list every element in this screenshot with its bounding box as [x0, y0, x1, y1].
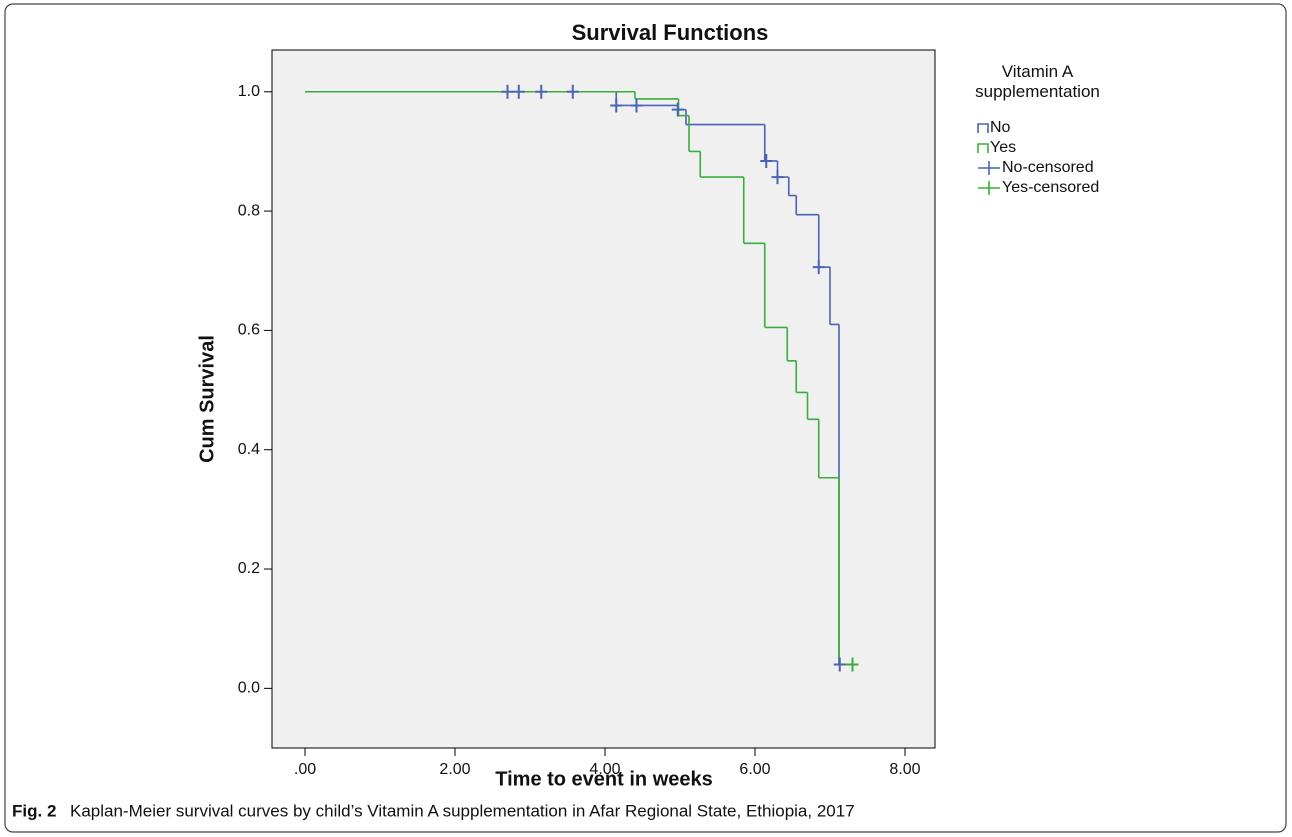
x-tick-label: 8.00 [889, 761, 920, 778]
y-tick-label: 0.6 [238, 322, 260, 339]
x-tick-label: 4.00 [589, 761, 620, 778]
censor-mark [760, 153, 773, 168]
censor-mark [671, 102, 684, 117]
legend-label: Yes [990, 139, 1016, 156]
censor-mark [535, 84, 548, 99]
censor-mark [501, 84, 514, 99]
legend-swatch [978, 181, 1000, 195]
chart-title: Survival Functions [572, 20, 769, 45]
x-tick-label: 6.00 [739, 761, 770, 778]
x-axis-title: Time to event in weeks [495, 768, 713, 790]
legend-label: Yes-censored [1002, 179, 1099, 196]
censor-mark [566, 84, 579, 99]
legend-label: No [990, 119, 1011, 136]
censor-mark [846, 657, 859, 672]
y-tick-label: 0.2 [238, 560, 260, 577]
plot-area [271, 49, 936, 749]
censor-mark [630, 98, 643, 113]
y-tick-label: 0.0 [238, 680, 260, 697]
y-axis-title: Cum Survival [196, 335, 218, 463]
caption-text: Kaplan-Meier survival curves by child’s … [70, 801, 855, 820]
censor-mark [610, 98, 623, 113]
y-tick-label: 0.8 [238, 202, 260, 219]
y-tick-label: 0.4 [238, 441, 260, 458]
censor-mark [771, 170, 784, 185]
legend-label: No-censored [1002, 159, 1094, 176]
censor-mark [812, 260, 825, 275]
x-tick-label: .00 [294, 761, 316, 778]
legend-swatch [977, 123, 989, 133]
y-tick-label: 1.0 [238, 83, 260, 100]
caption-label: Fig. 2 [12, 801, 56, 820]
censor-mark [833, 657, 846, 672]
legend-swatch [978, 161, 1000, 175]
censor-mark [512, 84, 525, 99]
legend-swatch [977, 143, 989, 153]
legend-title: Vitamin A supplementation [975, 62, 1100, 101]
x-tick-label: 2.00 [439, 761, 470, 778]
